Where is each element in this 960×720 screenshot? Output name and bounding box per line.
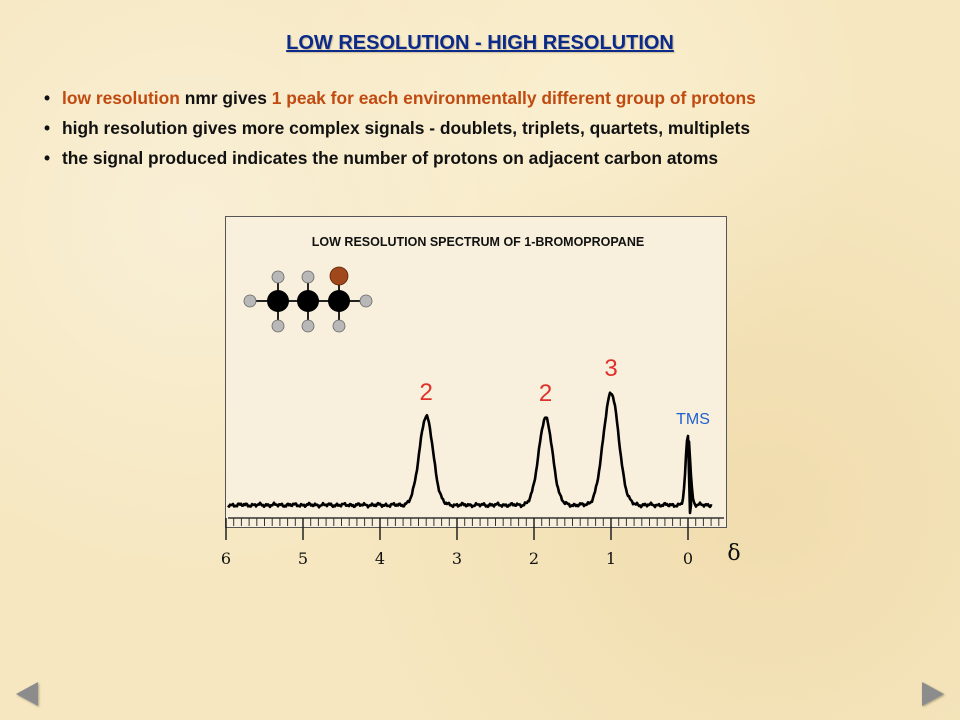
peak-labels: 2 2 3 TMS <box>420 355 710 428</box>
hydrogen-atom <box>301 319 315 333</box>
bullet-dot: • <box>44 148 51 168</box>
x-tick-label: 6 <box>221 549 231 568</box>
bullet-text: nmr gives <box>179 88 272 108</box>
x-tick-label: 1 <box>606 549 616 568</box>
x-tick-label: 5 <box>298 549 308 568</box>
bullet-item: • low resolution nmr gives 1 peak for eac… <box>44 86 756 116</box>
bullet-item: • high resolution gives more complex sign… <box>44 116 756 146</box>
hydrogen-atom <box>243 294 257 308</box>
spectrum-panel <box>225 216 727 528</box>
minor-ticks <box>225 518 720 526</box>
carbon-atom <box>267 290 289 312</box>
x-tick-label: 0 <box>683 549 693 568</box>
page-title: LOW RESOLUTION - HIGH RESOLUTION <box>286 32 674 54</box>
bullet-text: high resolution gives more complex signa… <box>62 118 751 138</box>
x-axis-label: δ <box>727 541 740 566</box>
peak-integration-label: 3 <box>604 355 617 382</box>
spectrum-line <box>227 391 713 515</box>
x-tick-label: 4 <box>375 549 385 568</box>
hydrogen-atom <box>332 319 346 333</box>
triangle-right-icon[interactable] <box>922 682 944 706</box>
bullet-list: • low resolution nmr gives 1 peak for eac… <box>44 86 756 176</box>
major-ticks: 6 5 4 3 2 1 0 <box>221 518 693 568</box>
bullet-text: the signal produced indicates the number… <box>62 148 719 168</box>
triangle-left-icon[interactable] <box>16 682 38 706</box>
hydrogen-atom <box>359 294 373 308</box>
carbon-atom <box>328 290 350 312</box>
bullet-dot: • <box>44 88 51 108</box>
molecule-1-bromopropane <box>243 266 373 333</box>
bullet-text-highlight: 1 peak for each environmentally differen… <box>271 88 756 108</box>
chart-title: LOW RESOLUTION SPECTRUM OF 1-BROMOPROPAN… <box>312 235 644 249</box>
bromine-atom <box>329 266 349 286</box>
tms-label: TMS <box>676 411 710 428</box>
hydrogen-atom <box>271 270 285 284</box>
bullet-dot: • <box>44 118 51 138</box>
bullet-text-highlight: low resolution <box>62 88 180 108</box>
peak-integration-label: 2 <box>420 379 433 406</box>
hydrogen-atom <box>271 319 285 333</box>
x-tick-label: 3 <box>452 549 462 568</box>
carbon-atom <box>297 290 319 312</box>
hydrogen-atom <box>301 270 315 284</box>
bullet-item: • the signal produced indicates the numbe… <box>44 146 756 176</box>
x-tick-label: 2 <box>529 549 539 568</box>
peak-integration-label: 2 <box>539 380 552 407</box>
